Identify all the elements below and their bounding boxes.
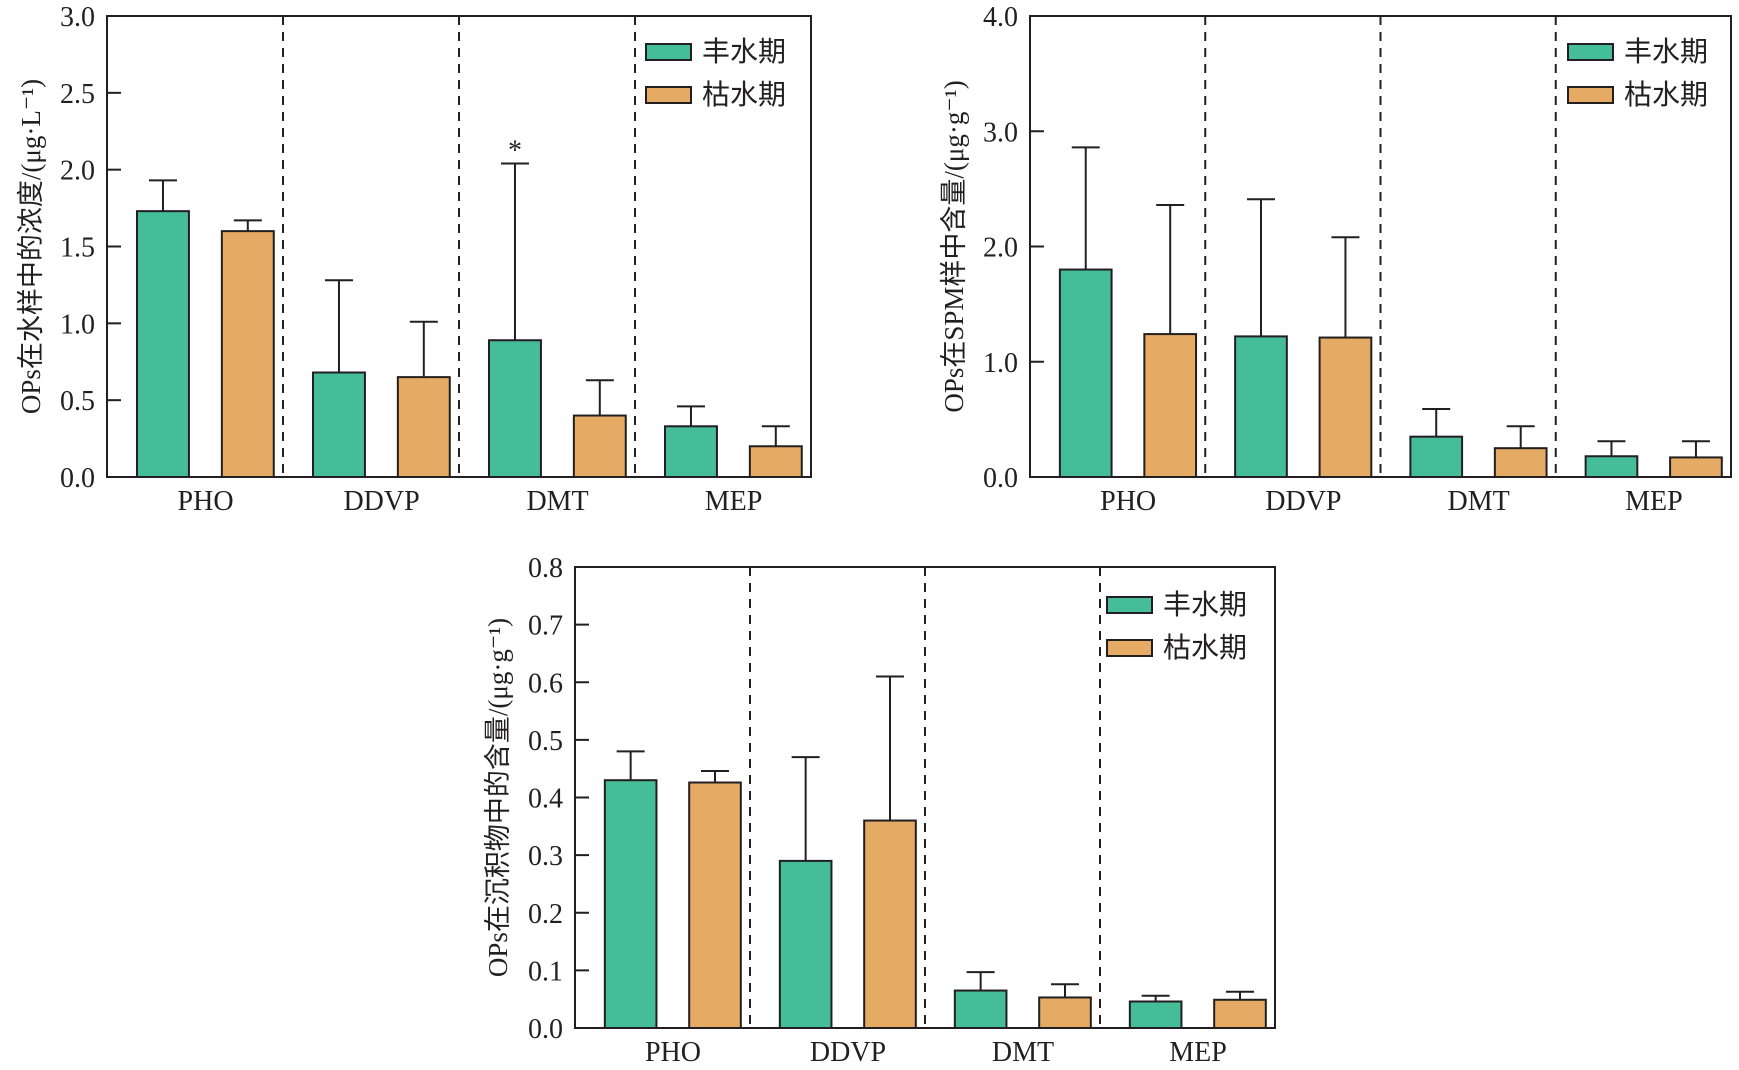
y-tick-label: 3.0: [60, 2, 95, 33]
bar: [1669, 456, 1723, 479]
bar: [863, 819, 917, 1029]
bar: [1318, 336, 1373, 478]
bar: [1143, 333, 1198, 478]
bar: [1038, 996, 1092, 1029]
y-tick-label: 0.0: [528, 1014, 563, 1045]
x-tick-label: DMT: [992, 1037, 1054, 1068]
y-tick-label: 0.4: [528, 784, 563, 815]
x-tick-label: DMT: [1448, 486, 1510, 517]
legend-label: 枯水期: [1163, 632, 1247, 664]
legend-swatch: [1567, 43, 1614, 61]
bar: [1234, 335, 1288, 478]
bar: [1409, 435, 1464, 479]
bar: [488, 339, 542, 478]
y-tick-label: 1.0: [983, 348, 1018, 379]
y-tick-label: 0.3: [528, 841, 563, 872]
bar: [688, 781, 742, 1030]
legend-label: 丰水期: [1624, 36, 1708, 68]
legend-label: 丰水期: [702, 36, 786, 68]
bar: [220, 230, 275, 478]
x-tick-label: DMT: [526, 486, 588, 517]
bar: [1058, 268, 1113, 478]
y-tick-label: 0.8: [528, 553, 563, 584]
bar: [953, 989, 1008, 1030]
legend-label: 枯水期: [1624, 79, 1708, 111]
bar: [664, 425, 718, 479]
bar: [1493, 447, 1548, 478]
legend-swatch: [1106, 639, 1153, 657]
y-tick-label: 0.6: [528, 668, 563, 699]
x-tick-label: DDVP: [810, 1037, 886, 1068]
legend-swatch: [1567, 86, 1614, 104]
y-tick-label: 0.2: [528, 899, 563, 930]
y-tick-label: 2.0: [983, 233, 1018, 264]
legend-swatch: [645, 43, 692, 61]
legend-label: 枯水期: [702, 79, 786, 111]
legend-label: 丰水期: [1163, 589, 1247, 621]
bar: [603, 779, 658, 1030]
bar: [748, 445, 803, 478]
y-axis-label: OPs在沉积物中的含量/(μg·g⁻¹): [483, 618, 513, 977]
bar: [572, 414, 627, 478]
y-tick-label: 0.5: [60, 386, 95, 417]
legend-swatch: [1106, 596, 1153, 614]
bar: [136, 210, 190, 478]
y-axis-label: OPs在SPM样中含量/(μg·g⁻¹): [939, 80, 969, 412]
y-tick-label: 3.0: [983, 117, 1018, 148]
chart-panel-sediment: 0.0 0.1 0.2 0.3 0.4 0.5 0.6 0.7 0.8 PHO DDVP DMT MEP…: [483, 553, 1276, 1068]
x-tick-label: MEP: [1169, 1037, 1227, 1068]
significance-marker: *: [508, 136, 522, 167]
x-tick-label: PHO: [645, 1037, 701, 1068]
bar: [1213, 998, 1267, 1029]
bar: [396, 376, 451, 478]
x-tick-label: MEP: [705, 486, 763, 517]
bar: [312, 371, 366, 478]
legend-swatch: [645, 86, 692, 104]
x-tick-label: PHO: [178, 486, 234, 517]
chart-panel-water: * 0.0 0.5 1.0 1.5 2.0 2.5 3.0 PHO DDVP DMT MEP OPs在水…: [16, 2, 812, 517]
bar: [778, 859, 833, 1030]
chart-panel-spm: 0.0 1.0 2.0 3.0 4.0 PHO DDVP DMT MEP OPs在SPM样中含量/…: [939, 2, 1732, 517]
y-tick-label: 1.0: [60, 309, 95, 340]
y-tick-label: 0.5: [528, 726, 563, 757]
x-tick-label: DDVP: [1265, 486, 1341, 517]
y-tick-label: 4.0: [983, 2, 1018, 33]
x-tick-label: DDVP: [343, 486, 419, 517]
bar: [1128, 1000, 1183, 1029]
bar: [1584, 455, 1639, 479]
y-axis-label: OPs在水样中的浓度/(μg·L⁻¹): [16, 79, 46, 414]
y-tick-label: 0.7: [528, 611, 563, 642]
y-tick-label: 2.5: [60, 79, 95, 110]
y-tick-label: 0.0: [60, 463, 95, 494]
y-tick-label: 2.0: [60, 156, 95, 187]
x-tick-label: MEP: [1625, 486, 1683, 517]
y-tick-label: 0.1: [528, 956, 563, 987]
y-tick-label: 1.5: [60, 233, 95, 264]
y-tick-label: 0.0: [983, 463, 1018, 494]
x-tick-label: PHO: [1100, 486, 1156, 517]
